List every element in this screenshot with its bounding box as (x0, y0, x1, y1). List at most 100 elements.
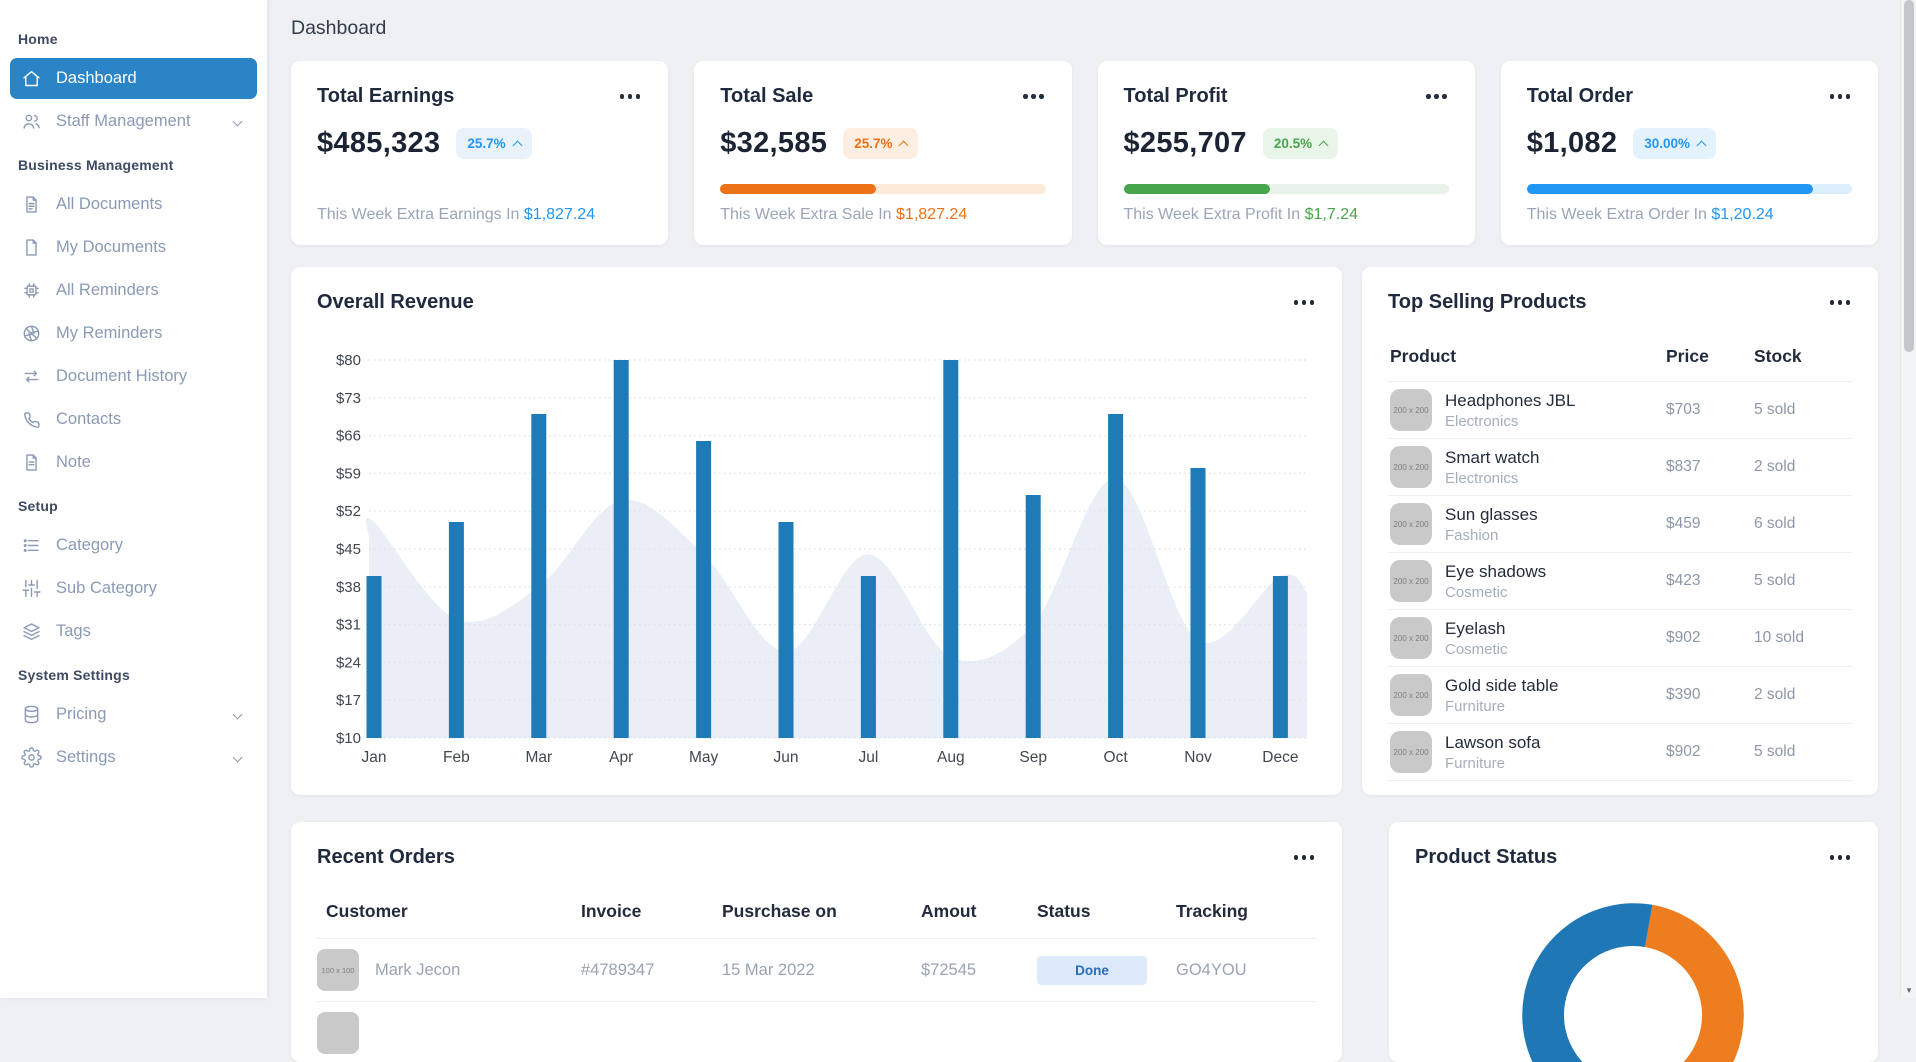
sidebar-item-pricing[interactable]: Pricing (10, 694, 257, 735)
card-menu-button[interactable] (1828, 90, 1853, 103)
product-stock: 6 sold (1754, 515, 1796, 532)
top-selling-products-card: Top Selling Products Product Price Stock… (1362, 267, 1878, 795)
sidebar-item-my-reminders[interactable]: My Reminders (10, 313, 257, 354)
svg-text:$73: $73 (336, 390, 361, 407)
stat-progress-bar (1526, 184, 1852, 194)
column-header-purchase-on: Pusrchase on (722, 901, 837, 921)
sidebar-item-label: Document History (56, 367, 188, 385)
svg-text:$45: $45 (336, 541, 361, 558)
sidebar-section-home: Home (18, 31, 58, 47)
card-menu-button[interactable] (1292, 851, 1317, 864)
sidebar-item-dashboard[interactable]: Dashboard (10, 58, 257, 99)
card-menu-button[interactable] (1292, 296, 1317, 309)
footer-amount: $1,20.24 (1711, 206, 1774, 223)
sidebar-item-all-documents[interactable]: All Documents (10, 184, 257, 225)
order-customer: Mark Jecon (375, 960, 461, 979)
order-amount: $72545 (921, 960, 977, 979)
svg-text:Apr: Apr (609, 749, 633, 766)
chevron-down-icon (232, 709, 243, 720)
product-row: 200 x 200 Gold side table Furniture $390 2… (1388, 666, 1852, 723)
sidebar-item-staff-management[interactable]: Staff Management (10, 101, 257, 142)
order-status-badge: Done (1037, 955, 1147, 985)
sidebar-item-label: My Documents (56, 238, 167, 256)
trend-badge: 20.5% (1262, 128, 1339, 159)
product-name: Eye shadows (1445, 561, 1547, 581)
product-name: Eyelash (1445, 618, 1506, 638)
product-category: Cosmetic (1445, 640, 1508, 658)
stat-card-footer: This Week Extra Sale In $1,827.24 (720, 206, 968, 223)
sidebar-item-all-reminders[interactable]: All Reminders (10, 270, 257, 311)
column-header-customer: Customer (326, 901, 408, 921)
product-name: Smart watch (1445, 447, 1540, 467)
card-menu-button[interactable] (1424, 90, 1449, 103)
transfer-arrows-icon (21, 366, 42, 387)
product-row: 200 x 200 Headphones JBL Electronics $703 … (1388, 381, 1852, 438)
svg-text:$80: $80 (336, 352, 361, 369)
order-tracking: GO4YOU (1176, 960, 1247, 979)
product-row: 200 x 200 Sun glasses Fashion $459 6 sold (1388, 495, 1852, 552)
sidebar-item-label: Note (56, 453, 91, 471)
page-title: Dashboard (291, 17, 387, 39)
stat-card-title: Total Earnings (317, 85, 455, 107)
column-header-price: Price (1666, 346, 1709, 366)
card-menu-button[interactable] (1828, 851, 1853, 864)
svg-text:Nov: Nov (1184, 749, 1212, 766)
stat-card-value: $485,323 (317, 127, 441, 159)
product-status-title: Product Status (1415, 846, 1558, 868)
aperture-icon (21, 323, 42, 344)
product-price: $703 (1666, 401, 1701, 418)
sidebar-item-note[interactable]: Note (10, 442, 257, 483)
sidebar-item-tags[interactable]: Tags (10, 611, 257, 652)
stat-card-total-order: Total Order $1,082 30.00% This Week Extr… (1500, 61, 1878, 245)
scrollbar-down-arrow[interactable]: ▾ (1906, 984, 1912, 995)
card-menu-button[interactable] (1828, 296, 1853, 309)
scrollbar-thumb[interactable] (1904, 0, 1914, 352)
stat-cards-row: Total Earnings $485,323 25.7% This Week … (291, 61, 1878, 245)
phone-icon (21, 409, 42, 430)
sidebar-item-category[interactable]: Category (10, 525, 257, 566)
main-content: Dashboard Total Earnings $485,323 25.7% … (267, 0, 1900, 1062)
orders-table: Customer Invoice Pusrchase on Amout Stat… (317, 893, 1316, 1054)
sidebar-item-contacts[interactable]: Contacts (10, 399, 257, 440)
product-category: Cosmetic (1445, 583, 1508, 601)
sidebar-section-setup: Setup (18, 498, 58, 514)
vertical-scrollbar[interactable]: ▾ (1900, 0, 1916, 998)
product-name: Sun glasses (1445, 504, 1538, 524)
sidebar-item-label: My Reminders (56, 324, 163, 342)
sidebar-item-sub-category[interactable]: Sub Category (10, 568, 257, 609)
chevron-down-icon (232, 752, 243, 763)
product-thumbnail: 200 x 200 (1390, 389, 1432, 431)
home-icon (21, 68, 42, 89)
list-icon (21, 535, 42, 556)
footer-amount: $1,827.24 (523, 206, 596, 223)
product-stock: 5 sold (1754, 401, 1796, 418)
sidebar-item-document-history[interactable]: Document History (10, 356, 257, 397)
orders-header: Customer Invoice Pusrchase on Amout Stat… (317, 893, 1316, 938)
stat-card-footer: This Week Extra Earnings In $1,827.24 (317, 206, 596, 223)
footer-amount: $1,7.24 (1304, 206, 1358, 223)
product-category: Furniture (1445, 754, 1506, 772)
svg-text:May: May (689, 749, 719, 766)
product-category: Fashion (1445, 526, 1499, 544)
order-row-partial (317, 1001, 1316, 1054)
sidebar-item-settings[interactable]: Settings (10, 737, 257, 778)
sidebar-section-business-management: Business Management (18, 157, 174, 173)
sidebar: Home Dashboard Staff Management Business… (0, 0, 267, 998)
stat-progress-bar (1123, 184, 1449, 194)
product-thumbnail: 200 x 200 (1390, 617, 1432, 659)
layers-icon (21, 621, 42, 642)
svg-text:Jan: Jan (362, 749, 387, 766)
card-menu-button[interactable] (618, 90, 643, 103)
product-price: $837 (1666, 458, 1701, 475)
product-status-donut-chart (1522, 903, 1744, 1062)
product-name: Gold side table (1445, 675, 1559, 695)
svg-text:Feb: Feb (443, 749, 470, 766)
caret-up-icon (1696, 140, 1707, 150)
overall-revenue-card: Overall Revenue $10 $17 $24 $31 $38 $45 $52 $59… (291, 267, 1342, 795)
trend-badge: 25.7% (456, 128, 532, 159)
trend-value: 30.00% (1644, 136, 1691, 151)
product-row: 200 x 200 Smart watch Electronics $837 2 s… (1388, 438, 1852, 495)
card-menu-button[interactable] (1021, 90, 1046, 103)
sidebar-item-my-documents[interactable]: My Documents (10, 227, 257, 268)
database-icon (21, 704, 42, 725)
